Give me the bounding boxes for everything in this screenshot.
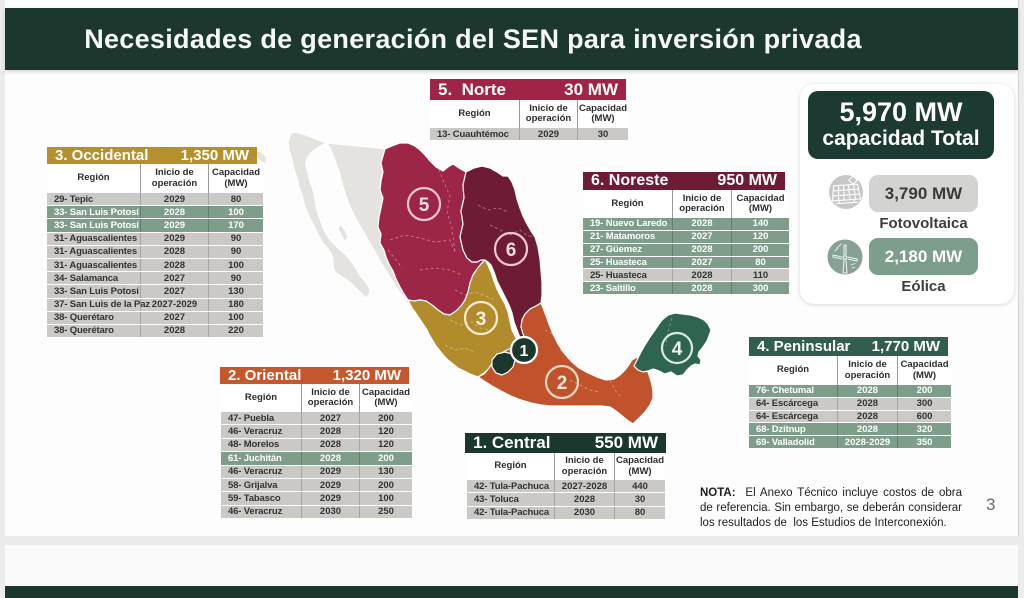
svg-text:4: 4	[672, 339, 683, 360]
svg-text:3: 3	[476, 309, 487, 330]
svg-text:1: 1	[520, 343, 529, 360]
svg-text:6: 6	[506, 240, 517, 261]
svg-text:2: 2	[557, 373, 568, 394]
svg-text:5: 5	[419, 195, 430, 216]
